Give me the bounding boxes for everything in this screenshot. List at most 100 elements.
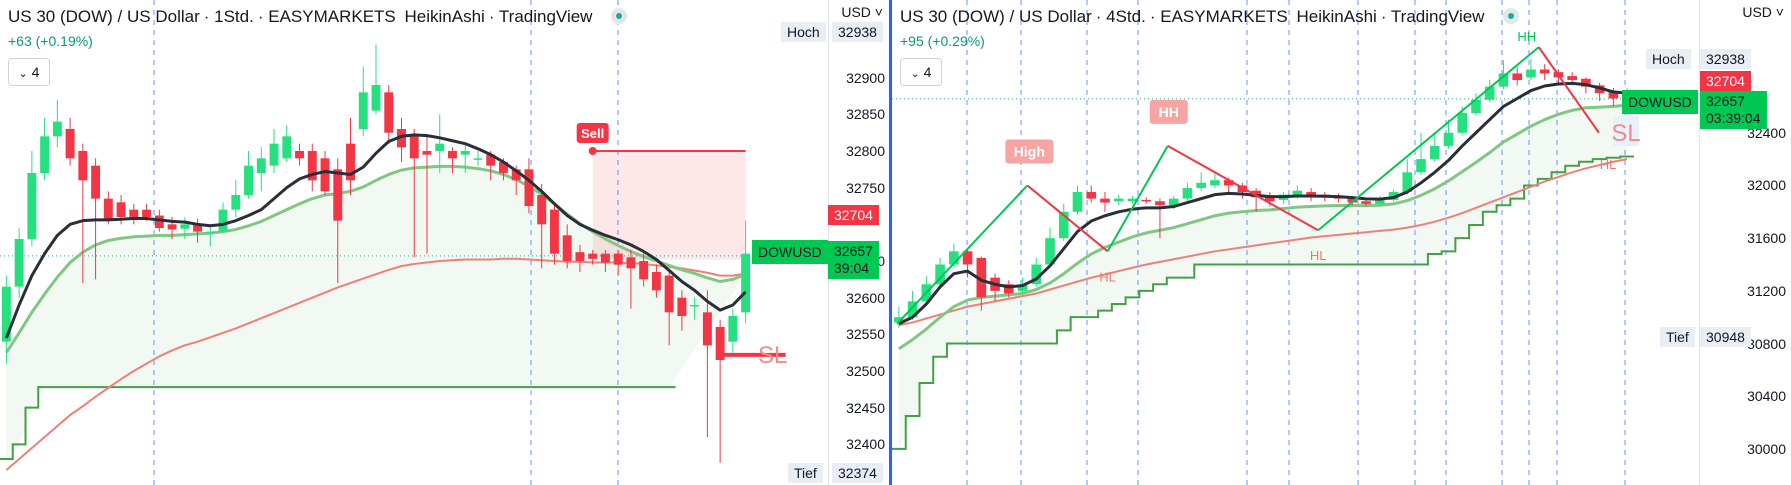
candle-body	[371, 85, 381, 111]
candle-body	[1031, 264, 1042, 285]
candle-body	[1443, 132, 1454, 146]
candle-body	[1045, 238, 1055, 265]
candle-body	[116, 202, 126, 217]
zigzag-up-segment	[896, 184, 1029, 325]
symbol-tag[interactable]: DOWUSD	[752, 240, 828, 264]
chevron-down-icon: ⌄	[910, 68, 920, 80]
currency-selector[interactable]: USD ˅	[1742, 4, 1784, 20]
market-status-icon[interactable]	[1503, 8, 1520, 24]
ema-mid-line	[5, 164, 747, 354]
chart-style-label: HeikinAshi	[404, 7, 485, 26]
candle-body	[728, 316, 738, 342]
candle-body	[422, 151, 432, 155]
price-tick-label: 32600	[846, 289, 885, 306]
candle-body	[1182, 188, 1193, 199]
candle-body	[1072, 192, 1083, 212]
prev-close-price: 32704	[834, 207, 873, 223]
bar-countdown: 03:39:04	[1706, 110, 1761, 126]
candle-body	[91, 165, 101, 199]
candle-body	[894, 317, 904, 323]
candle-body	[935, 264, 945, 285]
candle-body	[1017, 284, 1028, 291]
last-price-tag: 32657 03:39:04	[1700, 91, 1767, 129]
symbol-title: US 30 (DOW) / US Dollar	[900, 7, 1092, 26]
source-label: TradingView	[498, 7, 593, 26]
candle-body	[1100, 198, 1110, 203]
candle-body	[1, 286, 11, 342]
candle-body	[1196, 182, 1206, 189]
indicator-count: 4	[31, 64, 40, 80]
zigzag-down-segment	[1537, 46, 1600, 134]
trailing-stop-line	[0, 386, 676, 460]
market-status-icon[interactable]	[611, 8, 628, 24]
candle-body	[677, 297, 687, 316]
chevron-down-icon: ˅	[1771, 4, 1784, 20]
price-tick-label: 32750	[846, 179, 885, 196]
candle-body	[409, 136, 419, 159]
candle-body	[435, 143, 445, 151]
candle-body	[384, 92, 394, 133]
prev-close-price-tag: 32704	[1700, 71, 1751, 91]
candle-body	[1292, 190, 1303, 196]
candle-body	[1581, 78, 1591, 87]
price-tick-label: 32450	[846, 399, 885, 416]
chart-plot-1h[interactable]: Sell SL	[0, 0, 890, 485]
indicator-toggle-button[interactable]: ⌄ 4	[8, 58, 50, 86]
candle-body	[1374, 198, 1385, 204]
candle-body	[320, 158, 330, 192]
low-label-tag: Tief	[788, 463, 823, 483]
candle-body	[269, 143, 279, 166]
price-tick-label: 32550	[846, 326, 885, 343]
candle-body	[27, 173, 37, 239]
currency-selector[interactable]: USD ˅	[841, 4, 883, 20]
sell-label-box	[576, 123, 609, 143]
interval-label[interactable]: 1Std.	[214, 7, 254, 26]
symbol-tag[interactable]: DOWUSD	[1622, 90, 1698, 114]
price-change: +63 (+0.19%)	[8, 33, 93, 49]
high-value-tag: 32938	[1700, 49, 1751, 69]
candle-body	[1113, 198, 1124, 202]
price-tick-label: 31200	[1747, 282, 1786, 299]
candle-body	[690, 305, 700, 307]
ema-fast-line	[4, 133, 747, 339]
currency-label: USD	[841, 4, 871, 20]
price-tick-label: 30800	[1747, 335, 1786, 352]
candle-body	[52, 121, 62, 137]
zigzag-down-segment	[1026, 184, 1109, 253]
price-tick-label: 32800	[846, 143, 885, 159]
bar-countdown: 39:04	[834, 260, 870, 276]
candle-body	[256, 158, 266, 173]
candle-body	[154, 215, 164, 228]
candle-body	[1086, 192, 1097, 199]
candle-body	[167, 224, 177, 230]
zigzag-down-segment	[1167, 145, 1319, 232]
exchange-label: EASYMARKETS	[1160, 7, 1288, 26]
prev-close-price-tag: 32704	[828, 205, 879, 225]
chart-plot-4h[interactable]: High HH HL HL HH HL SL	[892, 0, 1791, 485]
candle-body	[962, 251, 973, 265]
cloud-fill	[898, 105, 1628, 449]
chart-panel-4h[interactable]: High HH HL HL HH HL SL US 30 (DOW) / US Dollar…	[892, 0, 1791, 485]
candle-body	[600, 253, 610, 263]
candle-body	[651, 272, 661, 291]
candle-body	[142, 209, 152, 217]
candle-body	[741, 253, 751, 313]
interval-label[interactable]: 4Std.	[1106, 7, 1146, 26]
last-price-tag: 32657 39:04	[828, 241, 879, 279]
candle-body	[231, 195, 241, 210]
panel-divider[interactable]	[889, 0, 892, 485]
high-value-tag: 32938	[832, 22, 883, 42]
high-label-tag: Hoch	[781, 22, 826, 42]
ema-slow-line	[898, 158, 1628, 327]
low-value-tag: 32374	[832, 463, 883, 483]
candle-body	[103, 198, 113, 221]
candle-body	[486, 154, 496, 166]
candle-body	[180, 224, 190, 229]
indicator-toggle-button[interactable]: ⌄ 4	[900, 58, 942, 86]
ema-mid-line	[898, 103, 1628, 351]
hh-label-box	[1149, 99, 1188, 124]
candle-body	[715, 327, 725, 360]
candle-body	[1265, 195, 1275, 202]
candle-body	[1416, 159, 1426, 173]
candle-body	[1141, 199, 1152, 202]
